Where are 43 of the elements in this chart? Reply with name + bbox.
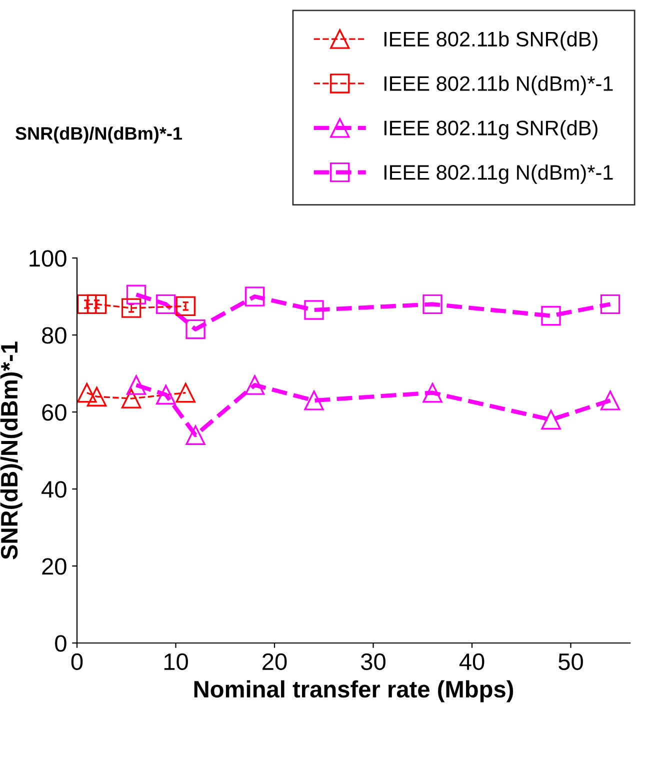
legend-label: IEEE 802.11g SNR(dB): [384, 120, 598, 140]
point: [86, 294, 107, 314]
point: [126, 284, 146, 304]
point: [121, 298, 142, 318]
point: [304, 390, 324, 410]
point: [244, 286, 265, 306]
y-tick-label: 100: [30, 250, 66, 267]
point: [186, 319, 206, 340]
point: [156, 384, 176, 405]
legend-label: IEEE 802.11b N(dBm)*-1: [384, 76, 613, 96]
point: [304, 300, 324, 320]
point: [244, 375, 265, 395]
y-tick-label: 60: [42, 404, 66, 421]
x-tick-label: 40: [459, 653, 484, 670]
x-axis-title: Nominal transfer rate (Mbps): [194, 680, 514, 702]
x-tick-label: 50: [558, 653, 583, 670]
x-tick-label: 0: [71, 653, 83, 670]
point: [186, 425, 206, 445]
point: [121, 388, 142, 408]
legend-label: IEEE 802.11b SNR(dB): [384, 31, 598, 51]
legend-label: IEEE 802.11g N(dBm)*-1: [384, 164, 613, 184]
x-tick-label: 30: [361, 653, 386, 670]
point: [176, 382, 196, 403]
point: [422, 382, 442, 403]
point: [422, 294, 442, 314]
point: [156, 294, 176, 314]
y-tick-label: 0: [55, 635, 66, 652]
x-tick-label: 20: [262, 653, 287, 670]
x-tick-label: 10: [164, 653, 188, 670]
y-tick-label: 20: [42, 558, 66, 575]
point: [541, 410, 561, 430]
y-tick-label: 80: [42, 327, 66, 344]
chart-title: SNR(dB)/N(dBm)*-1: [16, 126, 182, 144]
point: [541, 306, 561, 326]
point: [176, 296, 196, 316]
y-axis-title: SNR(dB)/N(dBm)*-1: [0, 342, 22, 560]
point: [77, 382, 97, 403]
point: [600, 390, 620, 410]
y-tick-label: 40: [42, 481, 66, 498]
point: [126, 375, 146, 395]
point: [77, 294, 97, 314]
point: [86, 386, 107, 406]
point: [600, 294, 620, 314]
